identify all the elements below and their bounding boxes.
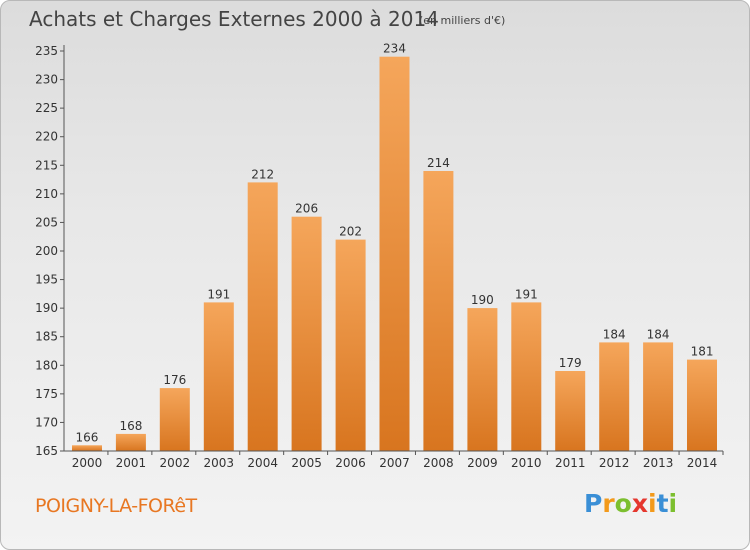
bar-value-label: 202 xyxy=(339,225,362,239)
y-tick-label: 185 xyxy=(35,330,58,344)
bar-value-label: 234 xyxy=(383,42,406,56)
y-axis: 165 170 175 180 185 190 195 200 205 210 215 220 225 2… xyxy=(35,44,65,458)
logo-letter: P xyxy=(584,489,603,518)
x-tick-label: 2004 xyxy=(247,456,278,470)
logo-letter: x xyxy=(631,489,648,518)
bar xyxy=(643,342,674,451)
bar xyxy=(247,182,278,451)
bars: 166 168 176 191 212 206 202 234 214 190 191 179 184 1… xyxy=(72,42,717,451)
bar-value-label: 212 xyxy=(251,167,274,181)
bar xyxy=(511,302,542,451)
bar-value-label: 191 xyxy=(207,287,230,301)
y-tick-label: 195 xyxy=(35,273,58,287)
proxiti-logo[interactable]: Proxiti xyxy=(584,489,677,518)
logo-letter: o xyxy=(614,489,632,518)
bar xyxy=(467,308,498,451)
logo-letter: t xyxy=(656,489,669,518)
bar-value-label: 191 xyxy=(515,287,538,301)
y-tick-label: 210 xyxy=(35,187,58,201)
bar-value-label: 214 xyxy=(427,156,450,170)
logo-letter: i xyxy=(648,489,657,518)
bar-value-label: 168 xyxy=(119,419,142,433)
bar xyxy=(423,171,454,451)
y-tick-label: 230 xyxy=(35,73,58,87)
bar-value-label: 206 xyxy=(295,202,318,216)
bar xyxy=(115,433,146,451)
logo-letter: r xyxy=(602,489,615,518)
y-tick-label: 205 xyxy=(35,215,58,229)
bar xyxy=(555,371,586,451)
bar-value-label: 179 xyxy=(559,356,582,370)
location-name: POIGNY-LA-FORêT xyxy=(35,495,197,517)
x-tick-label: 2001 xyxy=(116,456,147,470)
x-tick-label: 2005 xyxy=(291,456,322,470)
y-tick-label: 220 xyxy=(35,130,58,144)
bar xyxy=(203,302,234,451)
chart-title: Achats et Charges Externes 2000 à 2014 xyxy=(29,7,439,31)
logo-letter: i xyxy=(668,489,678,518)
x-tick-label: 2002 xyxy=(160,456,191,470)
x-tick-label: 2011 xyxy=(555,456,586,470)
y-tick-label: 200 xyxy=(35,244,58,258)
x-tick-label: 2008 xyxy=(423,456,454,470)
bar-value-label: 190 xyxy=(471,293,494,307)
bar-value-label: 184 xyxy=(647,327,670,341)
y-tick-label: 175 xyxy=(35,387,58,401)
bar-value-label: 176 xyxy=(163,373,186,387)
bar xyxy=(159,388,190,451)
bar xyxy=(72,445,102,451)
bar-value-label: 181 xyxy=(691,345,714,359)
x-tick-label: 2010 xyxy=(511,456,542,470)
x-tick-label: 2013 xyxy=(643,456,674,470)
y-tick-label: 215 xyxy=(35,158,58,172)
x-tick-label: 2014 xyxy=(687,456,718,470)
x-axis: 2000 2001 2002 2003 2004 2005 2006 2007 2008 2009… xyxy=(64,450,724,470)
y-tick-label: 180 xyxy=(35,358,58,372)
x-tick-label: 2007 xyxy=(379,456,410,470)
bar-value-label: 184 xyxy=(603,327,626,341)
bar xyxy=(335,239,366,451)
y-tick-label: 165 xyxy=(35,444,58,458)
y-tick-label: 170 xyxy=(35,415,58,429)
x-tick-label: 2012 xyxy=(599,456,630,470)
chart-unit: (en milliers d'€) xyxy=(419,14,506,27)
bar xyxy=(687,359,717,451)
bar xyxy=(379,56,410,451)
bar-value-label: 166 xyxy=(76,430,99,444)
y-tick-label: 190 xyxy=(35,301,58,315)
x-tick-label: 2006 xyxy=(335,456,366,470)
bar xyxy=(599,342,630,451)
x-tick-label: 2003 xyxy=(203,456,234,470)
bar xyxy=(291,216,322,451)
y-tick-label: 235 xyxy=(35,44,58,58)
y-tick-label: 225 xyxy=(35,101,58,115)
x-tick-label: 2000 xyxy=(72,456,103,470)
x-tick-label: 2009 xyxy=(467,456,498,470)
